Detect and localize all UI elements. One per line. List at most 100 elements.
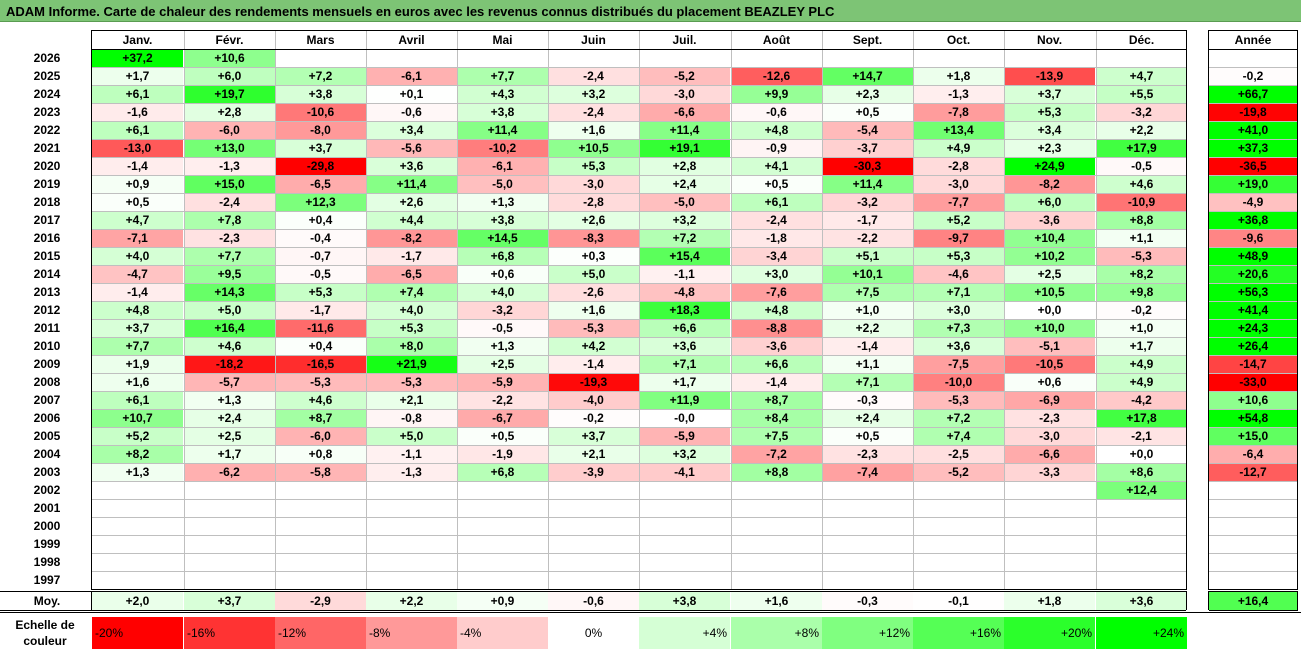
heatmap-cell: -1,4 xyxy=(822,337,913,355)
grid-line xyxy=(639,31,640,589)
heatmap-cell: +13,0 xyxy=(184,139,275,157)
heatmap-cell xyxy=(639,535,730,553)
heatmap-cell: +8,8 xyxy=(731,463,822,481)
column-header: Sept. xyxy=(852,33,883,47)
heatmap-cell xyxy=(548,49,639,67)
heatmap-cell: +0,5 xyxy=(822,427,913,445)
heatmap-cell xyxy=(92,553,183,571)
grid-line xyxy=(1209,391,1297,392)
heatmap-cell: -0,0 xyxy=(639,409,730,427)
heatmap-cell xyxy=(731,49,822,67)
heatmap-cell: +7,5 xyxy=(822,283,913,301)
row-year-label: 2026 xyxy=(33,51,61,65)
heatmap-cell: -3,6 xyxy=(731,337,822,355)
heatmap-cell xyxy=(548,517,639,535)
heatmap-cell: +7,5 xyxy=(731,427,822,445)
grid-line xyxy=(1209,319,1297,320)
heatmap-cell: +2,4 xyxy=(184,409,275,427)
heatmap-cell: +10,4 xyxy=(1004,229,1095,247)
average-label: Moy. xyxy=(33,594,61,608)
heatmap-cell: +4,0 xyxy=(92,247,183,265)
heatmap-cell: +4,6 xyxy=(184,337,275,355)
heatmap-cell: -4,6 xyxy=(913,265,1004,283)
heatmap-cell: -1,4 xyxy=(548,355,639,373)
heatmap-cell: +5,3 xyxy=(275,283,366,301)
heatmap-cell: +7,8 xyxy=(184,211,275,229)
heatmap-cell: +2,5 xyxy=(457,355,548,373)
heatmap-cell xyxy=(1004,553,1095,571)
grid-line xyxy=(184,31,185,589)
heatmap-cell: +0,5 xyxy=(822,103,913,121)
grid-line xyxy=(1209,553,1297,554)
heatmap-cell: +5,3 xyxy=(366,319,457,337)
heatmap-cell: -8,0 xyxy=(275,121,366,139)
heatmap-cell xyxy=(548,481,639,499)
heatmap-cell: +2,2 xyxy=(1096,121,1187,139)
heatmap-cell: -3,6 xyxy=(1004,211,1095,229)
heatmap-cell xyxy=(1096,499,1187,517)
heatmap-cell: +3,0 xyxy=(913,301,1004,319)
average-cell: +3,6 xyxy=(1096,592,1187,610)
heatmap-cell: +4,1 xyxy=(731,157,822,175)
heatmap-cell: -6,5 xyxy=(366,265,457,283)
row-year-label: 2024 xyxy=(33,87,61,101)
heatmap-cell: +7,7 xyxy=(184,247,275,265)
heatmap-cell: +6,8 xyxy=(457,463,548,481)
heatmap-cell xyxy=(1004,535,1095,553)
annual-cell: +20,6 xyxy=(1209,265,1297,283)
heatmap-cell: -1,9 xyxy=(457,445,548,463)
heatmap-cell: -1,3 xyxy=(366,463,457,481)
grid-line xyxy=(1209,355,1297,356)
row-year-label: 2022 xyxy=(33,123,61,137)
grid-line xyxy=(1209,103,1297,104)
heatmap-cell: +5,5 xyxy=(1096,85,1187,103)
heatmap-cell: +18,3 xyxy=(639,301,730,319)
heatmap-cell: -1,7 xyxy=(822,211,913,229)
heatmap-cell: -3,0 xyxy=(1004,427,1095,445)
grid-line xyxy=(366,31,367,589)
annual-cell xyxy=(1209,571,1297,589)
heatmap-cell: +14,5 xyxy=(457,229,548,247)
annual-cell: -36,5 xyxy=(1209,157,1297,175)
heatmap-cell: +3,7 xyxy=(92,319,183,337)
annual-cell xyxy=(1209,49,1297,67)
grid-line xyxy=(1209,283,1297,284)
heatmap-cell xyxy=(275,517,366,535)
heatmap-cell: +3,6 xyxy=(913,337,1004,355)
heatmap-cell: +3,6 xyxy=(366,157,457,175)
heatmap-cell: +5,0 xyxy=(548,265,639,283)
heatmap-cell: +7,7 xyxy=(457,67,548,85)
heatmap-cell: -2,1 xyxy=(1096,427,1187,445)
heatmap-cell xyxy=(1096,535,1187,553)
heatmap-cell: +9,5 xyxy=(184,265,275,283)
heatmap-cell: -5,9 xyxy=(639,427,730,445)
heatmap-cell: +10,6 xyxy=(184,49,275,67)
row-year-label: 2014 xyxy=(33,267,61,281)
heatmap-cell: -1,8 xyxy=(731,229,822,247)
average-cell: +1,6 xyxy=(731,592,822,610)
grid-line xyxy=(1209,571,1297,572)
heatmap-cell: -5,7 xyxy=(184,373,275,391)
title-bar: ADAM Informe. Carte de chaleur des rende… xyxy=(0,0,1301,22)
heatmap-cell: +8,8 xyxy=(1096,211,1187,229)
heatmap-cell: +0,1 xyxy=(366,85,457,103)
grid-line xyxy=(91,30,92,590)
heatmap-cell xyxy=(822,535,913,553)
heatmap-cell: -1,7 xyxy=(275,301,366,319)
heatmap-cell: +6,6 xyxy=(731,355,822,373)
heatmap-cell xyxy=(1004,49,1095,67)
heatmap-cell: -1,3 xyxy=(184,157,275,175)
heatmap-cell: +7,1 xyxy=(913,283,1004,301)
heatmap-cell: +0,8 xyxy=(275,445,366,463)
heatmap-cell: -13,0 xyxy=(92,139,183,157)
heatmap-cell xyxy=(548,535,639,553)
heatmap-cell: +0,0 xyxy=(1004,301,1095,319)
color-scale-step: +16% xyxy=(913,617,1004,649)
heatmap-cell: -2,3 xyxy=(184,229,275,247)
heatmap-cell xyxy=(457,481,548,499)
heatmap-cell: +11,4 xyxy=(457,121,548,139)
color-scale-step: +24% xyxy=(1096,617,1187,649)
heatmap-cell: +8,2 xyxy=(92,445,183,463)
heatmap-cell: +1,7 xyxy=(184,445,275,463)
heatmap-cell: -5,3 xyxy=(366,373,457,391)
